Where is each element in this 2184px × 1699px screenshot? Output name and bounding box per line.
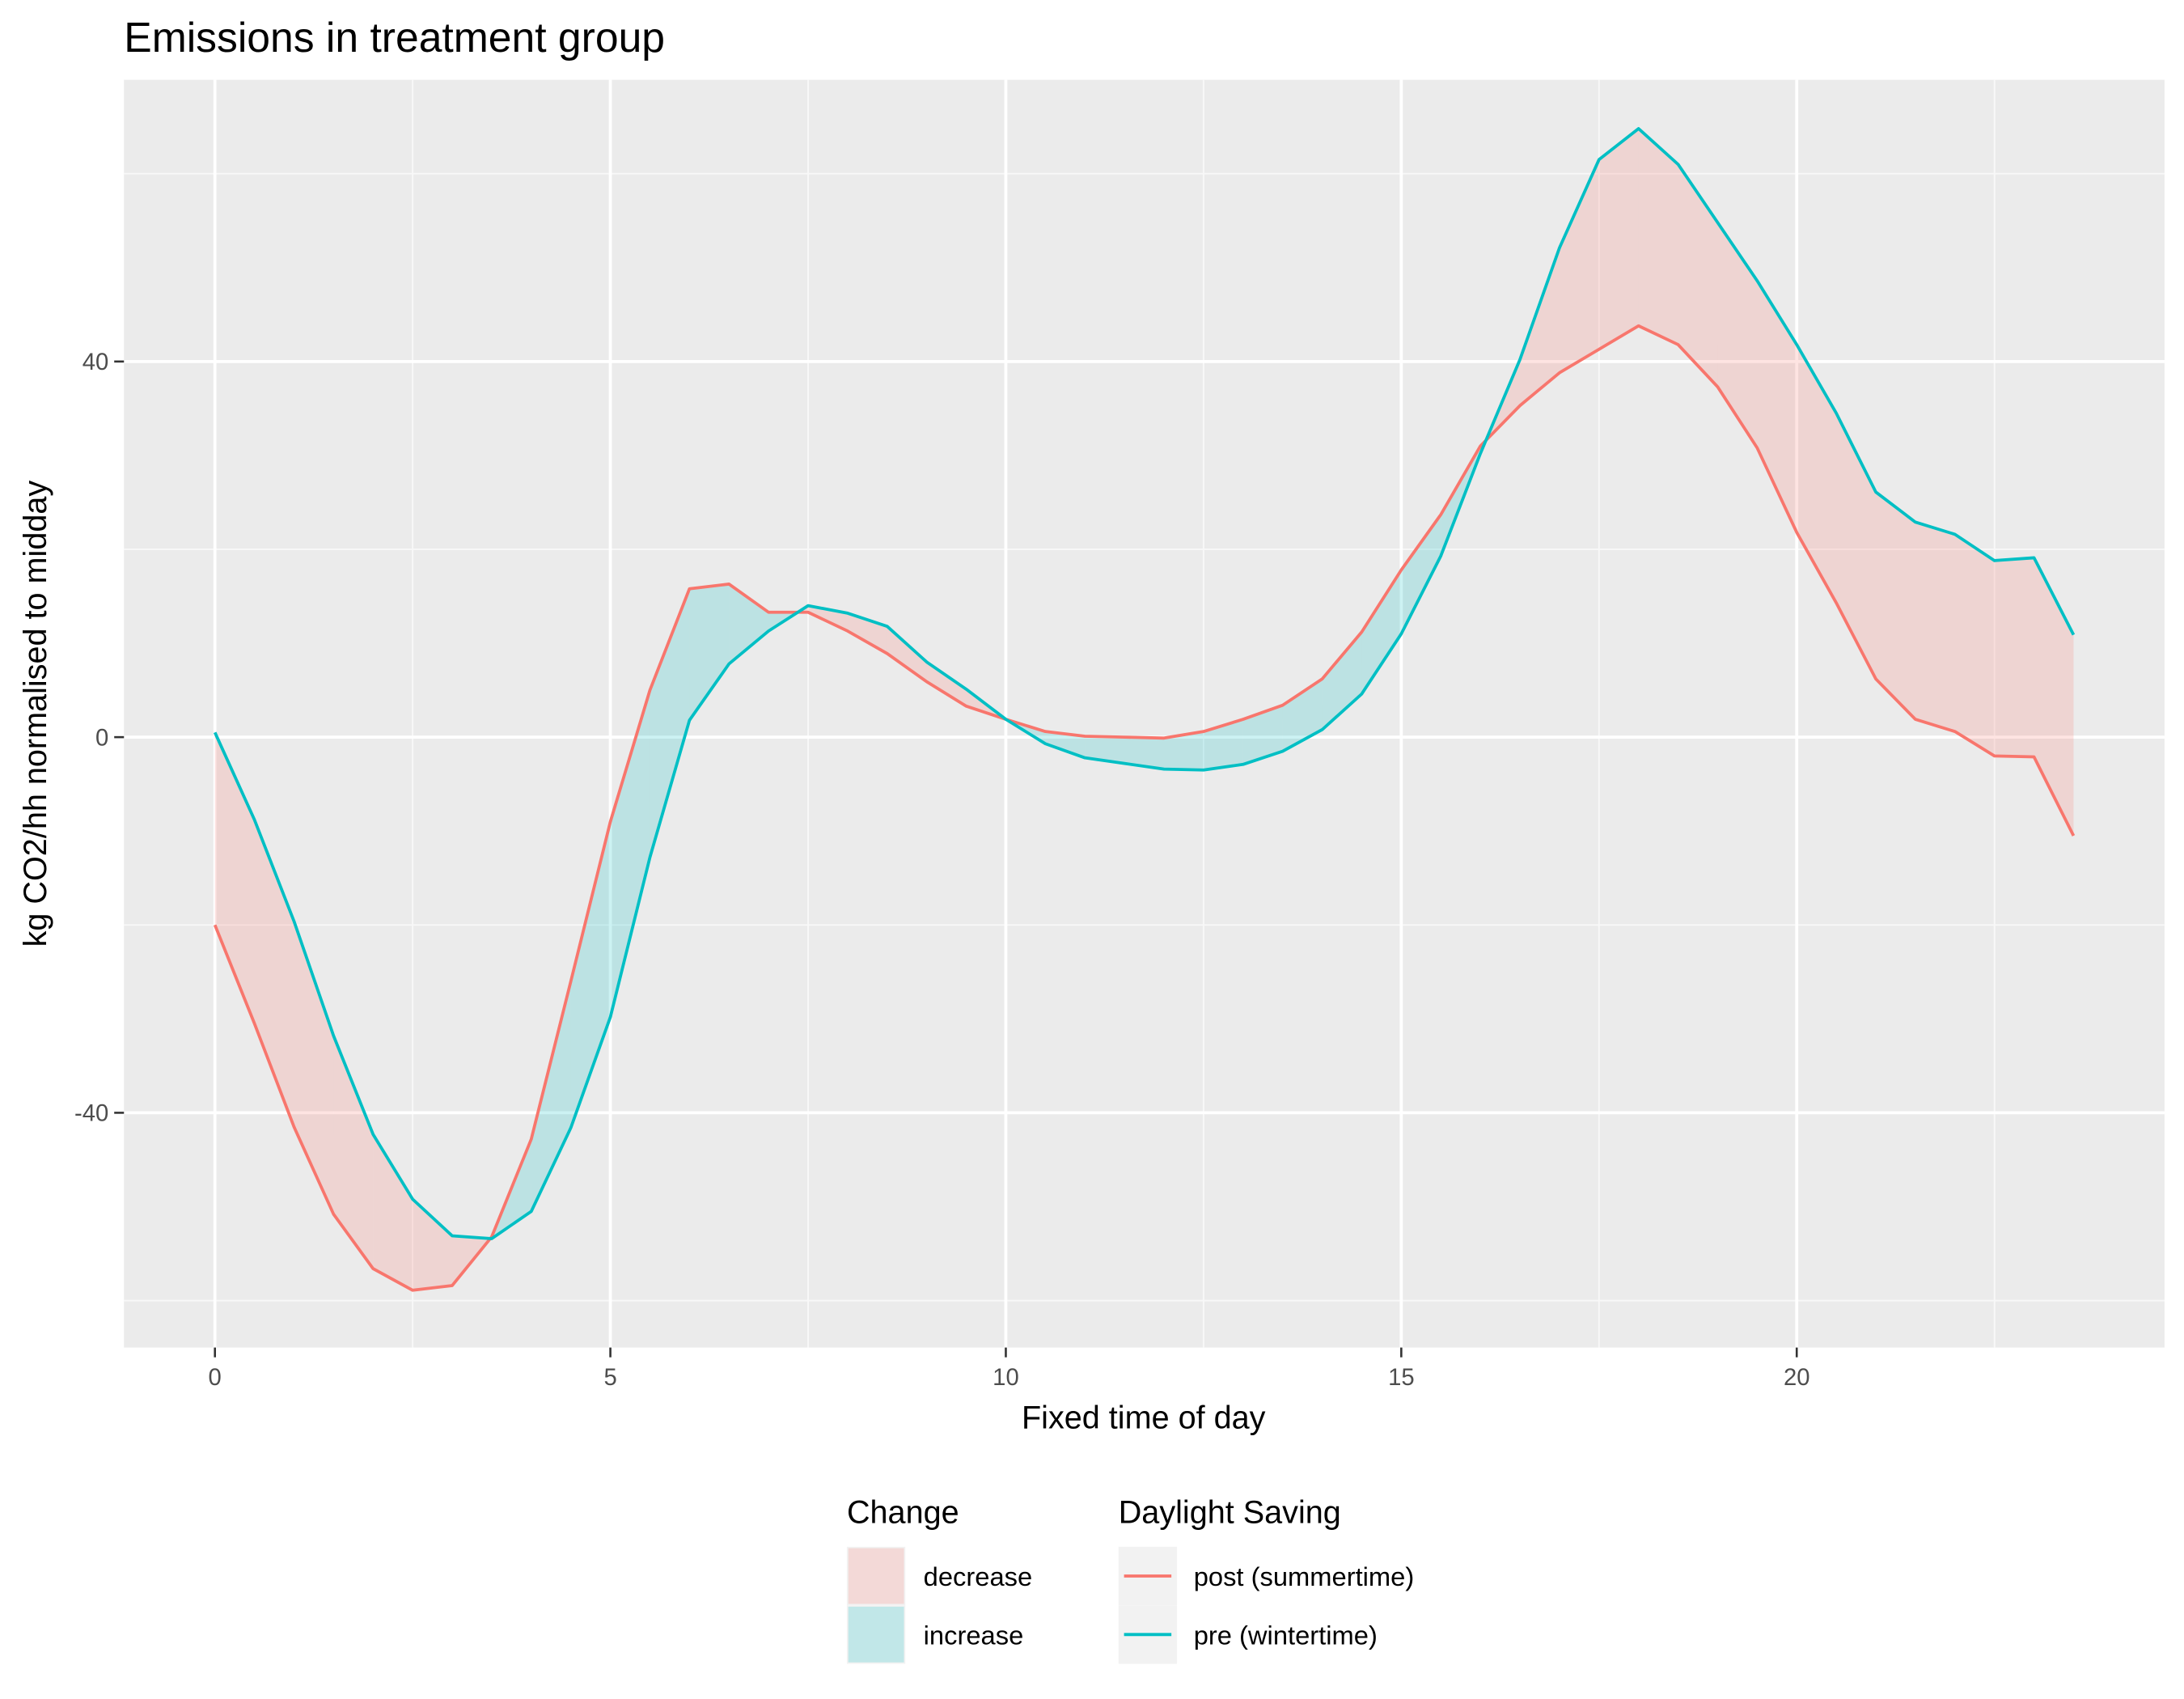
ribbon-segment [1322, 632, 1362, 730]
x-tick-label: 20 [1784, 1365, 1810, 1391]
y-axis-title: kg CO2/hh normalised to midday [18, 481, 53, 947]
y-axis: -40 0 40 [74, 350, 125, 1127]
ribbon-segment [214, 732, 255, 1024]
series-line-pre [213, 127, 2076, 1240]
y-tick-label: 40 [83, 350, 109, 375]
x-tick-label: 5 [603, 1365, 616, 1391]
legend-key-bg-increase [846, 1605, 906, 1664]
ribbon-segment [1085, 735, 1125, 764]
legend-change-title: Change [847, 1495, 959, 1531]
x-axis-title: Fixed time of day [1022, 1400, 1266, 1435]
ribbon-segment [1282, 679, 1323, 752]
x-tick-label: 0 [209, 1365, 222, 1391]
legend-key-increase [848, 1606, 904, 1663]
ribbon-segment [373, 1134, 413, 1290]
y-tick-label: 0 [95, 725, 108, 751]
ribbon-segment [294, 921, 334, 1214]
chart-title: Emissions in treatment group [124, 14, 665, 61]
ribbon-segment [413, 1199, 453, 1290]
ribbon-segment [1638, 128, 1678, 345]
ribbon-segment [1757, 281, 1797, 533]
x-axis: 0 5 10 15 20 [209, 1347, 1810, 1391]
ribbon-segment [1124, 737, 1165, 769]
ribbon-segment [1164, 731, 1204, 770]
ribbon-segment [1401, 515, 1441, 634]
ribbon-segment [1876, 492, 1915, 720]
ribbon-segment [1520, 248, 1560, 406]
grid-major [124, 79, 2165, 1348]
legend-key-bg-decrease [846, 1546, 906, 1606]
legend-label-increase: increase [924, 1620, 1024, 1650]
x-tick-label: 15 [1388, 1365, 1415, 1391]
y-tick-label: -40 [74, 1101, 108, 1127]
ribbon-segment [1361, 570, 1402, 694]
ribbon-segment [610, 690, 650, 1018]
legend-key-decrease [848, 1548, 904, 1604]
series-line-post [213, 324, 2076, 1292]
legend-label-post: post (summertime) [1194, 1561, 1415, 1591]
ribbon-segment [1203, 719, 1243, 770]
series-lines [213, 127, 2076, 1292]
plot-panel [124, 79, 2165, 1348]
ribbon-segment [1678, 164, 1718, 388]
ribbon-segment [1994, 557, 2034, 757]
ribbon-segment [1836, 413, 1877, 680]
grid-minor [124, 79, 2165, 1348]
ribbon-segment [531, 981, 571, 1212]
ribbon-segment [689, 583, 730, 721]
legend-label-decrease: decrease [924, 1561, 1033, 1591]
ribbon-segment [1954, 534, 1995, 756]
ribbon-segment [2034, 557, 2074, 837]
ribbon-segment [1598, 128, 1639, 350]
ribbon-segment [1717, 222, 1758, 448]
legend-daylight-saving: Daylight Saving post (summertime) pre (w… [1118, 1495, 1415, 1664]
ribbons [214, 128, 2074, 1290]
ribbon-segment [729, 583, 769, 664]
ribbon-segment [887, 626, 927, 682]
ribbon-segment [1242, 705, 1283, 765]
ribbon-segment [650, 588, 690, 858]
ribbon-segment [1797, 344, 1837, 604]
legend-change: Change decrease increase [846, 1495, 1033, 1664]
legend-daylight-saving-title: Daylight Saving [1119, 1495, 1341, 1531]
ribbon-segment [570, 821, 611, 1128]
ribbon-segment [1915, 522, 1955, 732]
legend-label-pre: pre (wintertime) [1194, 1620, 1378, 1650]
x-tick-label: 10 [993, 1365, 1019, 1391]
ribbon-segment [1559, 159, 1599, 373]
ribbon-segment [1045, 731, 1086, 758]
ribbon-segment [926, 662, 967, 706]
ribbon-segment [333, 1036, 374, 1269]
